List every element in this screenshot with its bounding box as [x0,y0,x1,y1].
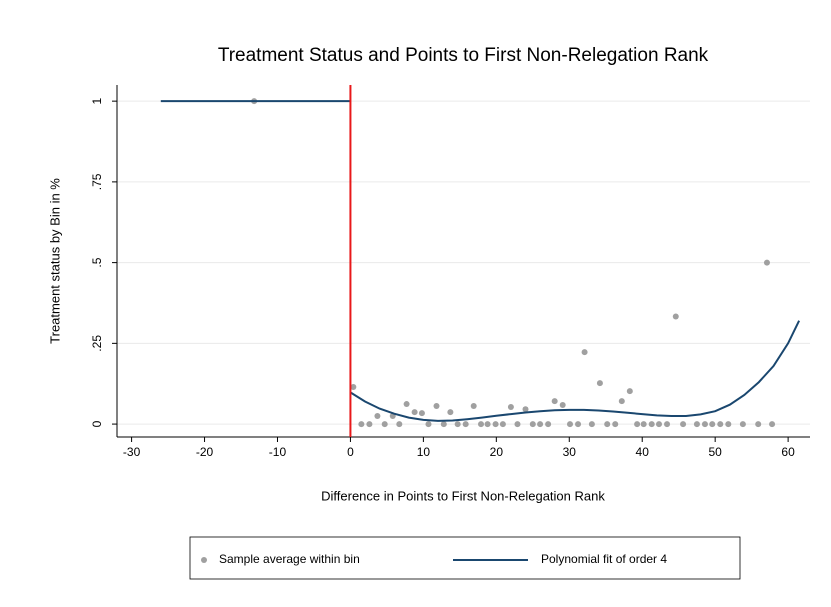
scatter-point [588,421,595,428]
x-tick-label: 10 [417,445,431,459]
scatter-point [440,421,447,428]
scatter-point [411,409,418,416]
scatter-point [366,421,373,428]
scatter-point [769,421,776,428]
scatter-point [648,421,655,428]
x-tick-label: 0 [347,445,354,459]
scatter-point [537,421,544,428]
x-tick-label: 20 [490,445,504,459]
x-axis-title: Difference in Points to First Non-Relega… [321,488,605,503]
x-tick-label: 50 [708,445,722,459]
scatter-point [529,421,536,428]
scatter-point [381,421,388,428]
fit-line [160,100,800,422]
scatter-point [447,409,454,416]
scatter-point [350,383,357,390]
x-tick-label: -20 [196,445,214,459]
scatter-point [418,410,425,417]
scatter-point [612,421,619,428]
scatter-point [634,421,641,428]
scatter-point [664,421,671,428]
y-tick-label: .5 [90,257,104,267]
scatter-point [725,421,732,428]
y-tick-label: 1 [90,97,104,104]
scatter-point [604,421,611,428]
legend-marker [201,557,207,563]
scatter-point [551,398,558,405]
scatter-point [559,402,566,409]
scatter-point [358,421,365,428]
x-tick-label: 40 [636,445,650,459]
scatter-point [507,403,514,410]
scatter-point [403,401,410,408]
scatter-point [545,421,552,428]
scatter-point [433,402,440,409]
legend-label: Sample average within bin [219,552,360,566]
scatter-point [640,421,647,428]
scatter-point [581,349,588,356]
scatter-point [514,421,521,428]
scatter-point [655,421,662,428]
scatter-point [492,421,499,428]
y-tick-label: .75 [90,173,104,190]
scatter-point [575,421,582,428]
legend-label: Polynomial fit of order 4 [541,552,667,566]
chart-title: Treatment Status and Points to First Non… [218,45,709,66]
x-tick-label: -30 [123,445,141,459]
x-tick-label: 30 [563,445,577,459]
scatter-point [618,398,625,405]
scatter-point [396,421,403,428]
scatter-point [499,421,506,428]
legend-box [189,536,741,580]
scatter-point [739,421,746,428]
scatter-point [709,421,716,428]
scatter-point [693,421,700,428]
y-axis-title: Treatment status by Bin in % [47,178,62,344]
x-tick-label: -10 [269,445,287,459]
scatter-point [672,313,679,320]
scatter-point [522,406,529,413]
scatter-point [425,421,432,428]
scatter-point [755,421,762,428]
scatter-point [478,421,485,428]
scatter-point [567,421,574,428]
scatter-point [763,259,770,266]
scatter-point [701,421,708,428]
scatter-point [680,421,687,428]
scatter-point [470,402,477,409]
y-tick-label: .25 [90,335,104,352]
scatter-point [374,413,381,420]
scatter-point [462,421,469,428]
scatter-point [484,421,491,428]
scatter-point [596,380,603,387]
y-tick-label: 0 [90,420,104,427]
scatter-point [454,421,461,428]
scatter-point [717,421,724,428]
x-tick-label: 60 [781,445,795,459]
scatter-point [626,388,633,395]
